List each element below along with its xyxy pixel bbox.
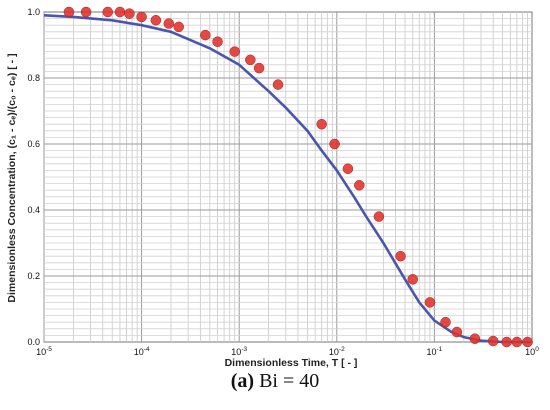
data-point [173,21,184,33]
data-point [124,8,135,19]
data-point [245,54,256,66]
data-point [451,326,463,338]
figure-caption: (a) Bi = 40 [0,370,550,393]
data-point [407,274,418,285]
data-point [63,6,75,18]
data-point [329,138,340,150]
y-tick-label: 0.4 [27,205,40,215]
data-point [200,29,211,41]
data-point [424,297,436,308]
x-tick-label: 10-5 [36,346,52,357]
data-point [272,79,284,90]
data-point [316,118,327,130]
y-tick-label: 0.0 [27,337,40,347]
x-tick-label: 10-1 [427,346,443,357]
data-point [469,333,481,344]
data-series [43,6,533,348]
y-tick-label: 0.8 [27,73,40,83]
data-point [114,6,126,18]
data-point [354,180,365,191]
x-axis-label: Dimensionless Time, T [ - ] [225,357,358,369]
y-tick-label: 0.6 [27,139,40,149]
data-point [150,15,162,26]
y-tick-label: 1.0 [27,7,40,17]
data-point [522,336,533,348]
y-axis-label: Dimensionless Concentration, (c₁ - cₑ)/(… [6,53,18,302]
x-tick-label: 10-3 [231,346,247,357]
data-point [253,62,265,74]
data-point [342,163,354,174]
data-point [373,211,385,222]
concentration-chart: 0.00.20.40.60.81.0 10-5 10-4 10-3 10-2 10-1 1… [6,6,539,369]
data-point [212,36,223,47]
y-tick-label: 0.2 [27,271,40,281]
data-point [163,18,175,29]
caption-text: Bi = 40 [254,370,320,392]
data-point [440,316,451,328]
data-point [511,336,523,348]
data-point [395,250,406,262]
caption-label: (a) [230,370,255,392]
x-tick-label: 10-2 [329,346,345,357]
data-point [136,11,147,23]
data-point [80,6,92,18]
data-point [501,336,512,348]
data-point [229,46,240,57]
data-point [102,6,114,18]
y-axis-ticks: 0.0 0.2 0.4 0.6 0.8 1.0 [27,7,40,347]
data-point [487,335,499,347]
x-tick-label: 100 [525,346,539,357]
x-tick-label: 10-4 [134,346,150,357]
grid-lines [43,12,532,342]
x-axis-ticks: 10-5 10-4 10-3 10-2 10-1 100 [36,346,539,357]
